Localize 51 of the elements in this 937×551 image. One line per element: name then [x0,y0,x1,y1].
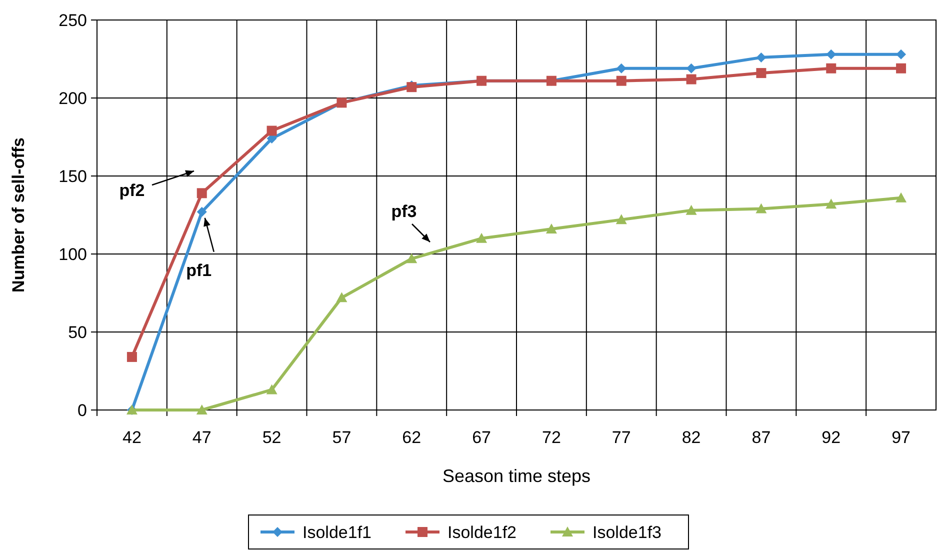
x-tick-label: 72 [542,428,561,447]
x-tick-label: 52 [262,428,282,447]
y-tick-label: 200 [58,88,87,108]
x-axis-title: Season time steps [442,466,591,486]
y-tick-label: 250 [58,10,87,30]
point [686,204,697,215]
x-tick-label: 62 [402,428,422,447]
legend-label: Isolde1f2 [448,522,516,542]
point [896,49,906,60]
point [406,253,418,264]
y-tick-label: 150 [58,166,87,186]
point [196,206,207,217]
x-tick-label: 97 [892,428,911,447]
point [896,63,906,74]
point [476,232,488,243]
point [826,198,837,209]
x-tick-label: 77 [612,428,631,447]
point [266,126,277,136]
point [616,76,626,86]
annotation: pf2 [119,180,145,200]
point [756,68,766,78]
point [686,74,696,84]
point [616,63,626,74]
point [336,292,348,302]
point [896,192,907,202]
y-tick-label: 0 [78,400,87,420]
point [756,52,766,62]
point [126,352,137,362]
legend-label: Isolde1f3 [592,522,662,542]
point [266,384,278,394]
point [196,404,208,414]
point [826,49,836,60]
x-tick-label: 92 [822,428,841,447]
y-axis-title: Number of sell-offs [9,138,28,292]
point [826,63,836,74]
y-tick-label: 100 [58,244,87,264]
point [756,203,767,214]
x-tick-label: 67 [472,428,492,447]
annotation: pf3 [391,202,417,221]
x-tick-label: 87 [752,428,771,447]
y-tick-label: 50 [68,322,87,342]
legend-label: Isolde1f1 [302,522,372,542]
point [686,63,696,74]
x-tick-label: 47 [192,428,212,447]
x-tick-label: 82 [682,428,701,447]
x-tick-label: 57 [332,428,352,447]
annotation: pf1 [186,260,212,280]
point [196,188,207,198]
x-tick-label: 42 [122,428,142,447]
point [616,214,627,224]
point [546,224,557,234]
